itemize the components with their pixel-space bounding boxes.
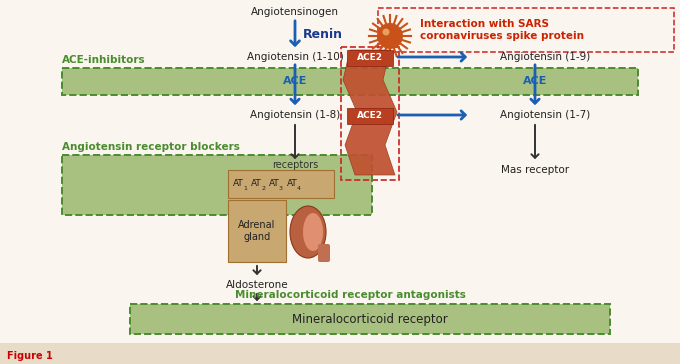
Bar — [62, 155, 372, 215]
FancyBboxPatch shape — [318, 244, 330, 262]
Text: Interaction with SARS: Interaction with SARS — [420, 19, 549, 29]
Bar — [378, 8, 674, 52]
Text: 3: 3 — [279, 186, 283, 190]
Bar — [130, 304, 610, 334]
Text: Angiotensin receptor blockers: Angiotensin receptor blockers — [62, 142, 240, 152]
Bar — [347, 50, 393, 66]
Text: Mas receptor: Mas receptor — [501, 165, 569, 175]
Bar — [62, 68, 638, 95]
Text: Angiotensin (1-9): Angiotensin (1-9) — [500, 52, 590, 62]
Text: Figure 1: Figure 1 — [7, 351, 53, 361]
Text: AT: AT — [269, 179, 279, 189]
Text: ACE2: ACE2 — [357, 111, 383, 120]
Ellipse shape — [303, 213, 323, 251]
Bar — [228, 170, 334, 198]
Text: ACE2: ACE2 — [357, 54, 383, 63]
Text: AT: AT — [233, 179, 243, 189]
Bar — [62, 68, 638, 95]
Text: AT: AT — [287, 179, 297, 189]
Text: Angiotensin (1-8): Angiotensin (1-8) — [250, 110, 340, 120]
Text: coronaviruses spike protein: coronaviruses spike protein — [420, 31, 584, 41]
Text: Mineralocorticoid receptor: Mineralocorticoid receptor — [292, 313, 448, 325]
Text: Angiotensin (1-7): Angiotensin (1-7) — [500, 110, 590, 120]
Bar — [347, 108, 393, 124]
Bar — [62, 68, 638, 95]
Text: AT: AT — [251, 179, 261, 189]
Text: Renin: Renin — [303, 28, 343, 40]
Text: 4: 4 — [297, 186, 301, 190]
Text: Adrenal
gland: Adrenal gland — [238, 220, 275, 242]
Bar — [62, 155, 372, 215]
Polygon shape — [343, 50, 397, 175]
Text: Mineralocorticoid receptor antagonists: Mineralocorticoid receptor antagonists — [235, 290, 465, 300]
Text: Angiotensin (1-10): Angiotensin (1-10) — [247, 52, 343, 62]
Text: 1: 1 — [243, 186, 247, 190]
Text: ACE-inhibitors: ACE-inhibitors — [62, 55, 146, 65]
Circle shape — [377, 23, 403, 49]
Text: 2: 2 — [261, 186, 265, 190]
Text: ACE: ACE — [283, 76, 307, 87]
Bar — [130, 304, 610, 334]
Ellipse shape — [290, 206, 326, 258]
Text: Aldosterone: Aldosterone — [226, 280, 288, 290]
Text: ACE: ACE — [523, 76, 547, 87]
Bar — [228, 200, 286, 262]
Text: Angiotensinogen: Angiotensinogen — [251, 7, 339, 17]
Bar — [0, 343, 680, 364]
Bar — [341, 47, 399, 180]
Text: receptors: receptors — [272, 160, 318, 170]
Circle shape — [382, 28, 390, 36]
